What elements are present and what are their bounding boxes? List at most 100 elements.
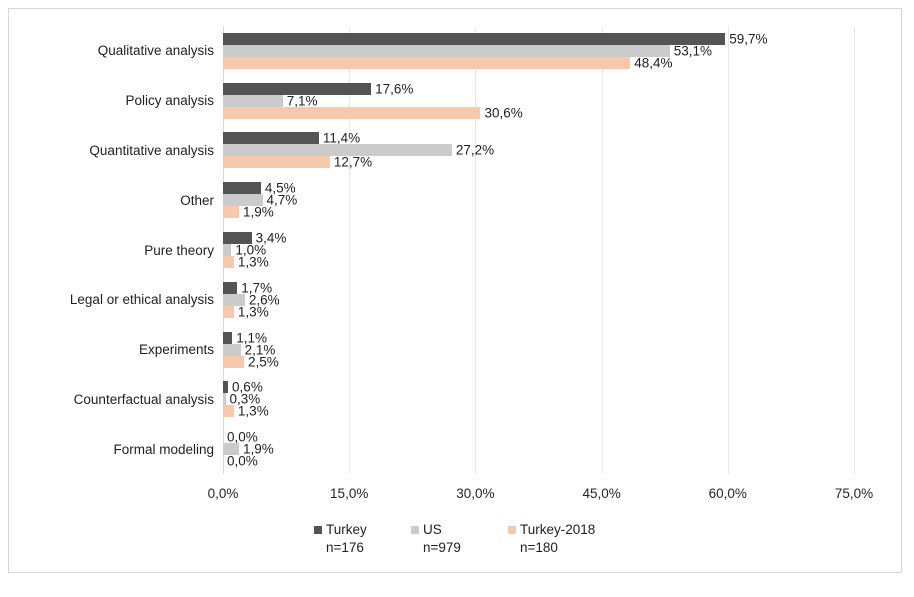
bar-us: [223, 44, 670, 57]
bar-turkey: [223, 132, 319, 145]
bar-line: 0,3%: [223, 391, 854, 407]
x-axis: 0,0% 15,0% 30,0% 45,0% 60,0% 75,0%: [208, 486, 874, 502]
category-label: Policy analysis: [125, 93, 214, 109]
value-label: 17,6%: [375, 80, 414, 96]
bar-line: 1,9%: [223, 441, 854, 457]
bar-us: [223, 144, 452, 157]
value-label: 1,3%: [237, 403, 269, 419]
value-label: 12,7%: [333, 154, 373, 170]
legend-entry-turkey: Turkey n=176: [314, 521, 367, 557]
legend-label: Turkey-2018: [520, 522, 596, 537]
bar-turkey-2018: [223, 256, 234, 269]
bar-line: 4,5%: [223, 180, 854, 196]
bar-us: [223, 94, 283, 107]
bar-line: 2,1%: [223, 341, 854, 357]
bar-line: 1,0%: [223, 242, 854, 258]
value-label: 53,1%: [673, 43, 713, 59]
bar-line: 17,6%: [223, 80, 854, 96]
bar-us: [223, 443, 239, 456]
x-tick-label: 30,0%: [456, 486, 495, 501]
value-label: 1,0%: [235, 242, 267, 258]
x-tick-label: 60,0%: [708, 486, 747, 501]
bar-line: 7,1%: [223, 92, 854, 108]
bar-turkey: [223, 82, 372, 95]
bar-turkey: [223, 232, 252, 245]
value-label: 2,1%: [244, 341, 276, 357]
value-label: 1,1%: [236, 329, 268, 345]
bar-turkey-2018: [223, 305, 234, 318]
bar-turkey: [223, 281, 238, 294]
bar-line: 1,7%: [223, 280, 854, 296]
gridline: [727, 26, 729, 474]
bar-turkey-2018: [223, 56, 631, 69]
gridline: [601, 26, 603, 474]
bar-line: 1,3%: [223, 254, 854, 270]
category-label: Formal modeling: [113, 441, 214, 457]
bar-line: 1,3%: [223, 403, 854, 419]
value-label: 27,2%: [455, 142, 495, 158]
bar-turkey-2018: [223, 106, 481, 119]
value-label: 1,3%: [237, 254, 269, 270]
bar-turkey: [223, 32, 726, 45]
value-label: 1,3%: [237, 304, 269, 320]
legend-marker-turkey-2018-icon: [508, 526, 516, 534]
bar-line: 12,7%: [223, 154, 854, 170]
value-label: 1,9%: [242, 204, 274, 220]
plot-area: 59,7% 53,1% 48,4% 17,6% 7,1% 30,6% 11,4% 27,2% 1…: [223, 26, 855, 474]
value-label: 1,7%: [241, 280, 273, 296]
value-label: 2,5%: [248, 353, 279, 369]
x-tick-label: 0,0%: [207, 486, 239, 501]
x-tick-label: 15,0%: [330, 486, 369, 501]
plot-rows: 59,7% 53,1% 48,4% 17,6% 7,1% 30,6% 11,4% 27,2% 1…: [223, 26, 854, 474]
gridline: [475, 26, 477, 474]
value-label: 4,5%: [264, 180, 296, 196]
value-label: 7,1%: [286, 92, 318, 108]
bar-line: 30,6%: [223, 104, 854, 120]
bar-line: 0,6%: [223, 379, 854, 395]
value-label: 0,0%: [227, 453, 258, 469]
bar-group: 0,6% 0,3% 1,3%: [223, 374, 854, 424]
bar-turkey: [223, 381, 229, 394]
chart-frame: Qualitative analysis Policy analysis Quant…: [8, 8, 902, 573]
bar-line: 48,4%: [223, 56, 854, 69]
legend-entry-us: US n=979: [411, 521, 461, 557]
bar-line: 53,1%: [223, 43, 854, 59]
gridline: [349, 26, 351, 474]
value-label: 3,4%: [255, 230, 287, 246]
bar-turkey: [223, 182, 261, 195]
legend-marker-turkey-icon: [314, 526, 322, 534]
bar-group: 0,0% 1,9% 0,0%: [223, 424, 854, 474]
value-label: 0,3%: [229, 391, 261, 407]
bar-line: 2,6%: [223, 292, 854, 308]
legend-marker-us-icon: [411, 526, 419, 534]
bar-line: 27,2%: [223, 142, 854, 158]
bar-us: [223, 293, 245, 306]
value-label: 1,9%: [242, 441, 274, 457]
value-label: 2,6%: [248, 292, 280, 308]
bar-line: 1,1%: [223, 329, 854, 345]
legend-label: Turkey: [326, 522, 367, 537]
bar-line: 11,4%: [223, 132, 854, 145]
value-label: 0,0%: [227, 429, 258, 445]
legend-entry-turkey-2018: Turkey-2018 n=180: [508, 521, 595, 557]
x-tick-label: 45,0%: [582, 486, 621, 501]
x-tick-label: 75,0%: [834, 486, 874, 501]
legend-sublabel: n=979: [423, 540, 461, 555]
bar-line: 0,0%: [223, 453, 854, 469]
value-label: 0,6%: [232, 379, 263, 395]
bar-turkey: [223, 331, 233, 344]
bar-line: 1,9%: [223, 204, 854, 220]
bar-group: 17,6% 7,1% 30,6%: [223, 76, 854, 126]
category-label: Quantitative analysis: [89, 142, 214, 158]
bar-turkey-2018: [223, 156, 330, 169]
value-label: 30,6%: [484, 104, 523, 120]
bar-group: 1,7% 2,6% 1,3%: [223, 275, 854, 325]
bar-group: 59,7% 53,1% 48,4%: [223, 26, 854, 76]
category-label: Pure theory: [144, 242, 214, 258]
bar-line: 1,3%: [223, 304, 854, 320]
legend-sublabel: n=180: [520, 540, 558, 555]
bar-line: 4,7%: [223, 193, 854, 206]
legend-label: US: [423, 522, 442, 537]
category-label: Counterfactual analysis: [73, 391, 214, 407]
